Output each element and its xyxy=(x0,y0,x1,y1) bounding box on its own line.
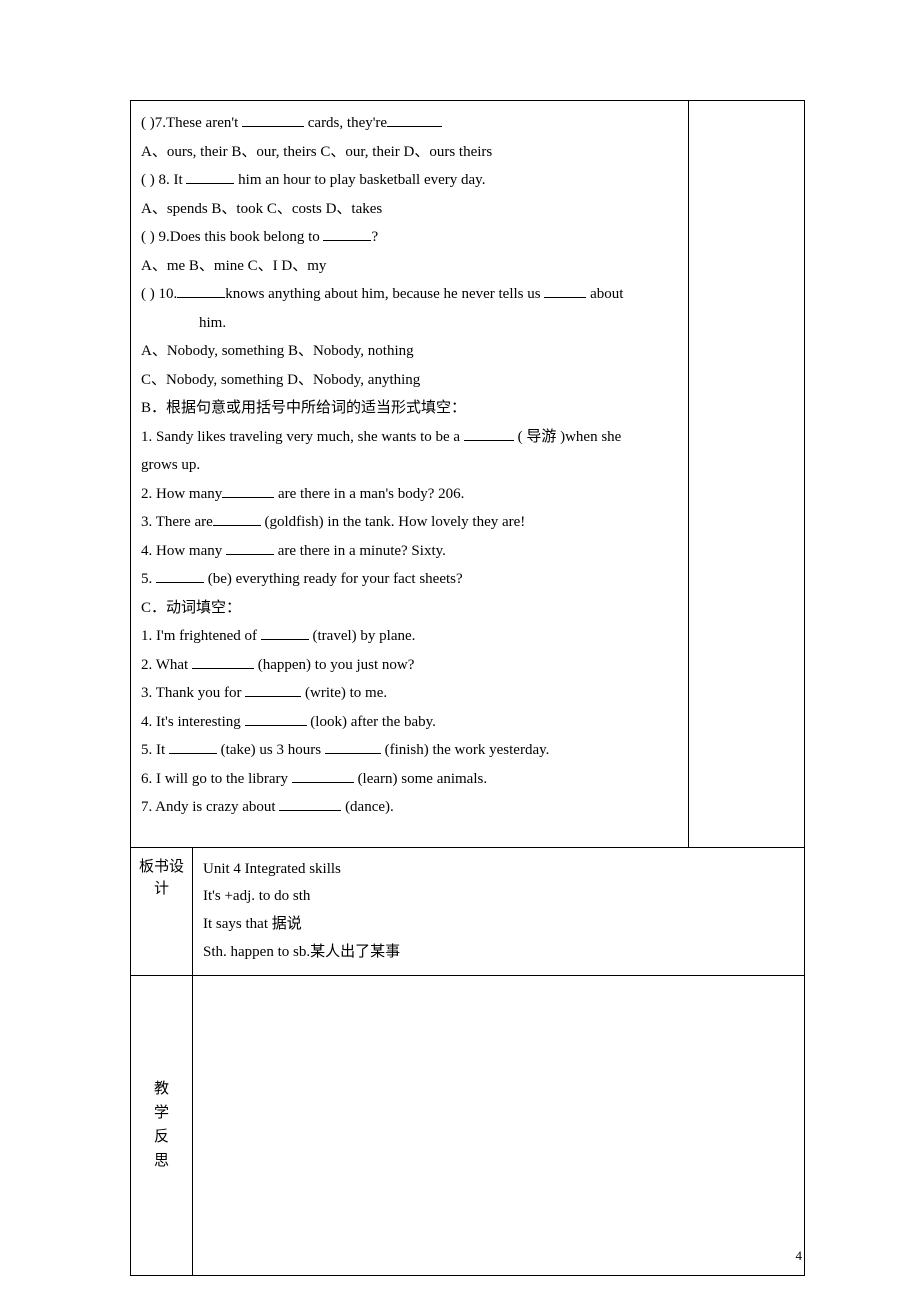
q10-line2: him. xyxy=(141,309,678,338)
q8-opts: A、spends B、took C、costs D、takes xyxy=(141,195,678,224)
q10-line1: ( ) 10.knows anything about him, because… xyxy=(141,280,678,309)
c-q6: 6. I will go to the library (learn) some… xyxy=(141,765,678,794)
b-q1-line2: grows up. xyxy=(141,451,678,480)
q8-line: ( ) 8. It him an hour to play basketball… xyxy=(141,166,678,195)
section-b-title: B．根据句意或用括号中所给词的适当形式填空： xyxy=(141,394,678,423)
c-q3: 3. Thank you for (write) to me. xyxy=(141,679,678,708)
board-design-label: 板书设计 xyxy=(131,847,193,975)
q7-opts: A、ours, their B、our, theirs C、our, their… xyxy=(141,138,678,167)
board-line3: It says that 据说 xyxy=(203,911,794,939)
exercises-cell: ( )7.These aren't cards, they're A、ours,… xyxy=(131,101,689,848)
page-number: 4 xyxy=(796,1248,803,1264)
section-c-title: C．动词填空： xyxy=(141,594,678,623)
b-q3: 3. There are (goldfish) in the tank. How… xyxy=(141,508,678,537)
notes-column xyxy=(689,101,805,848)
q10-opts2: C、Nobody, something D、Nobody, anything xyxy=(141,366,678,395)
c-q4: 4. It's interesting (look) after the bab… xyxy=(141,708,678,737)
q7-line: ( )7.These aren't cards, they're xyxy=(141,109,678,138)
teaching-reflection-content xyxy=(193,975,805,1275)
board-design-content: Unit 4 Integrated skills It's +adj. to d… xyxy=(193,847,805,975)
board-line1: Unit 4 Integrated skills xyxy=(203,856,794,884)
b-q1-line1: 1. Sandy likes traveling very much, she … xyxy=(141,423,678,452)
q9-line: ( ) 9.Does this book belong to ? xyxy=(141,223,678,252)
board-line4: Sth. happen to sb.某人出了某事 xyxy=(203,939,794,967)
c-q2: 2. What (happen) to you just now? xyxy=(141,651,678,680)
worksheet-table: ( )7.These aren't cards, they're A、ours,… xyxy=(130,100,805,1276)
b-q4: 4. How many are there in a minute? Sixty… xyxy=(141,537,678,566)
c-q5: 5. It (take) us 3 hours (finish) the wor… xyxy=(141,736,678,765)
c-q1: 1. I'm frightened of (travel) by plane. xyxy=(141,622,678,651)
c-q7: 7. Andy is crazy about (dance). xyxy=(141,793,678,822)
b-q5: 5. (be) everything ready for your fact s… xyxy=(141,565,678,594)
teaching-reflection-label: 教 学 反 思 xyxy=(131,975,193,1275)
q9-opts: A、me B、mine C、I D、my xyxy=(141,252,678,281)
b-q2: 2. How many are there in a man's body? 2… xyxy=(141,480,678,509)
board-line2: It's +adj. to do sth xyxy=(203,883,794,911)
q10-opts1: A、Nobody, something B、Nobody, nothing xyxy=(141,337,678,366)
